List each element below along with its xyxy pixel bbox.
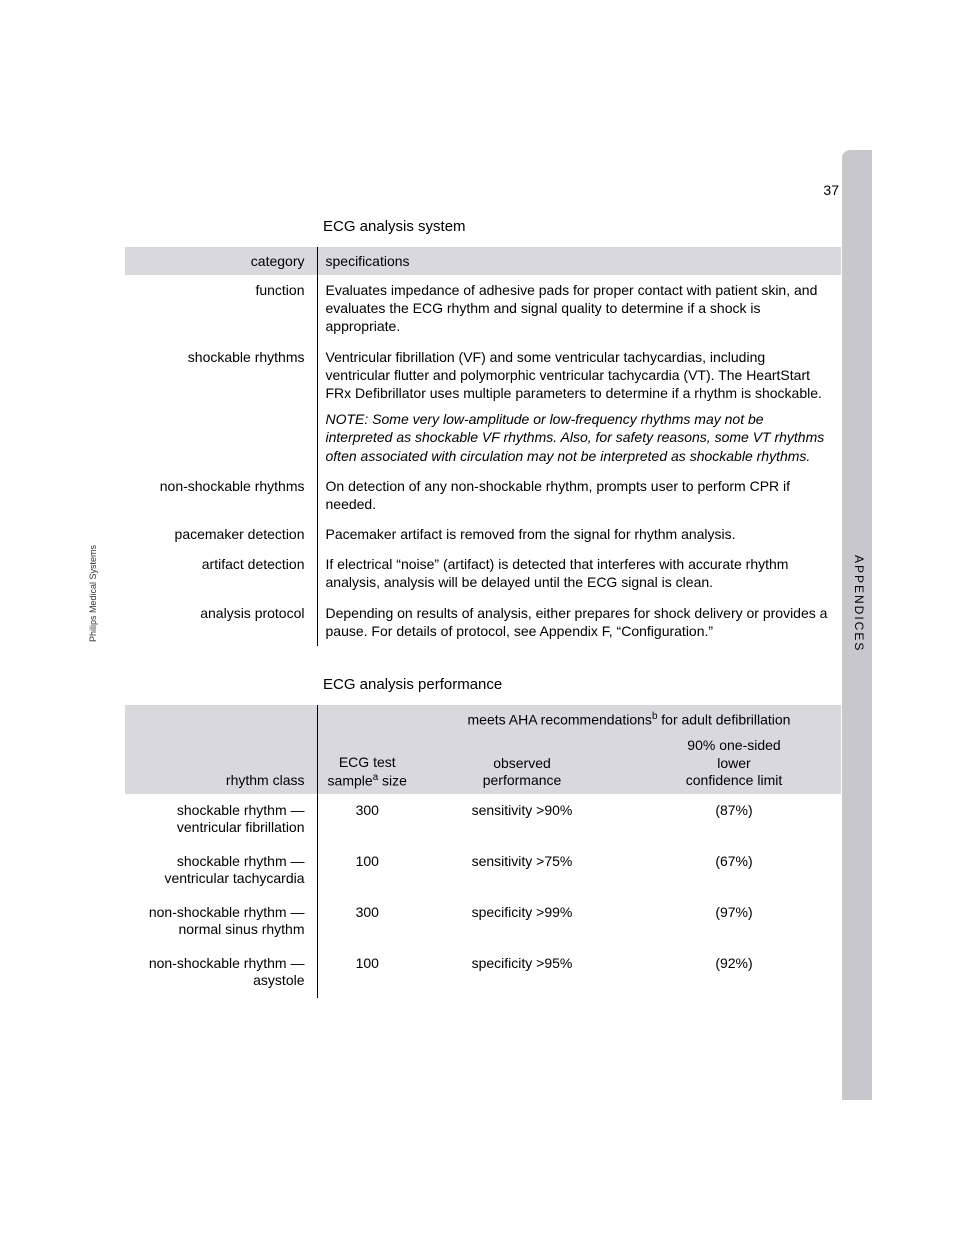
row-sample: 100 — [317, 845, 417, 896]
table-row: non-shockable rhythm — normal sinus rhyt… — [125, 896, 841, 947]
table-row: artifact detection If electrical “noise”… — [125, 549, 841, 597]
row-category: function — [125, 275, 317, 342]
row-conf: (67%) — [627, 845, 841, 896]
row-category: pacemaker detection — [125, 519, 317, 549]
row-spec-text: Ventricular fibrillation (VF) and some v… — [326, 348, 834, 403]
page-number: 37 — [823, 182, 839, 198]
table-row: shockable rhythm — ventricular tachycard… — [125, 845, 841, 896]
table-row: pacemaker detection Pacemaker artifact i… — [125, 519, 841, 549]
rhythm-l2: asystole — [253, 972, 304, 988]
header-conf-3: confidence limit — [686, 772, 783, 788]
spec-table: category specifications function Evaluat… — [125, 247, 841, 646]
header-observed: observed performance — [417, 733, 627, 794]
rhythm-l2: normal sinus rhythm — [178, 921, 304, 937]
page-content: ECG analysis system category specificati… — [125, 218, 841, 998]
header-category: category — [125, 247, 317, 275]
header-confidence: 90% one-sided lower confidence limit — [627, 733, 841, 794]
row-sample: 300 — [317, 896, 417, 947]
table-row: analysis protocol Depending on results o… — [125, 598, 841, 646]
table-row: shockable rhythms Ventricular fibrillati… — [125, 342, 841, 471]
header-sample-size: ECG test samplea size — [317, 705, 417, 794]
row-sample: 300 — [317, 794, 417, 845]
row-conf: (92%) — [627, 947, 841, 998]
header-conf-2: lower — [717, 755, 750, 771]
side-tab-label: APPENDICES — [852, 555, 866, 652]
rhythm-l2: ventricular tachycardia — [164, 870, 304, 886]
table-row: shockable rhythm — ventricular fibrillat… — [125, 794, 841, 845]
section-title-1: ECG analysis system — [323, 218, 841, 235]
row-spec: Ventricular fibrillation (VF) and some v… — [317, 342, 841, 471]
header-aha-span: meets AHA recommendationsb for adult def… — [417, 705, 841, 733]
header-specifications: specifications — [317, 247, 841, 275]
row-category: shockable rhythms — [125, 342, 317, 471]
row-spec: On detection of any non-shockable rhythm… — [317, 471, 841, 519]
row-conf: (97%) — [627, 896, 841, 947]
table-row: function Evaluates impedance of adhesive… — [125, 275, 841, 342]
row-category: non-shockable rhythms — [125, 471, 317, 519]
table-header-row: rhythm class ECG test samplea size meets… — [125, 705, 841, 733]
rhythm-l1: shockable rhythm — — [177, 853, 305, 869]
row-note: NOTE: Some very low-amplitude or low-fre… — [326, 410, 834, 465]
rhythm-l1: non-shockable rhythm — — [149, 955, 305, 971]
row-rhythm: shockable rhythm — ventricular fibrillat… — [125, 794, 317, 845]
performance-table: rhythm class ECG test samplea size meets… — [125, 705, 841, 998]
row-category: analysis protocol — [125, 598, 317, 646]
rhythm-l1: shockable rhythm — — [177, 802, 305, 818]
header-span-pre: meets AHA recommendations — [468, 712, 652, 728]
left-vertical-text: Philips Medical Systems — [88, 545, 98, 642]
row-obs: sensitivity >90% — [417, 794, 627, 845]
header-span-post: for adult defibrillation — [657, 712, 790, 728]
header-conf-1: 90% one-sided — [687, 737, 780, 753]
row-sample: 100 — [317, 947, 417, 998]
row-obs: sensitivity >75% — [417, 845, 627, 896]
row-obs: specificity >99% — [417, 896, 627, 947]
header-obs-2: performance — [483, 772, 562, 788]
row-obs: specificity >95% — [417, 947, 627, 998]
row-rhythm: non-shockable rhythm — asystole — [125, 947, 317, 998]
header-sample-post: size — [378, 772, 407, 788]
header-sample-word: sample — [328, 772, 373, 788]
row-rhythm: shockable rhythm — ventricular tachycard… — [125, 845, 317, 896]
header-obs-1: observed — [493, 755, 551, 771]
table-header-row: category specifications — [125, 247, 841, 275]
section-title-2: ECG analysis performance — [323, 676, 841, 693]
rhythm-l1: non-shockable rhythm — — [149, 904, 305, 920]
row-spec: Pacemaker artifact is removed from the s… — [317, 519, 841, 549]
table-row: non-shockable rhythm — asystole 100 spec… — [125, 947, 841, 998]
row-conf: (87%) — [627, 794, 841, 845]
table-row: non-shockable rhythms On detection of an… — [125, 471, 841, 519]
row-spec: If electrical “noise” (artifact) is dete… — [317, 549, 841, 597]
row-spec: Evaluates impedance of adhesive pads for… — [317, 275, 841, 342]
header-rhythm-class: rhythm class — [125, 705, 317, 794]
row-category: artifact detection — [125, 549, 317, 597]
rhythm-l2: ventricular fibrillation — [177, 819, 305, 835]
row-spec: Depending on results of analysis, either… — [317, 598, 841, 646]
header-sample-line1: ECG test — [339, 754, 396, 770]
row-rhythm: non-shockable rhythm — normal sinus rhyt… — [125, 896, 317, 947]
